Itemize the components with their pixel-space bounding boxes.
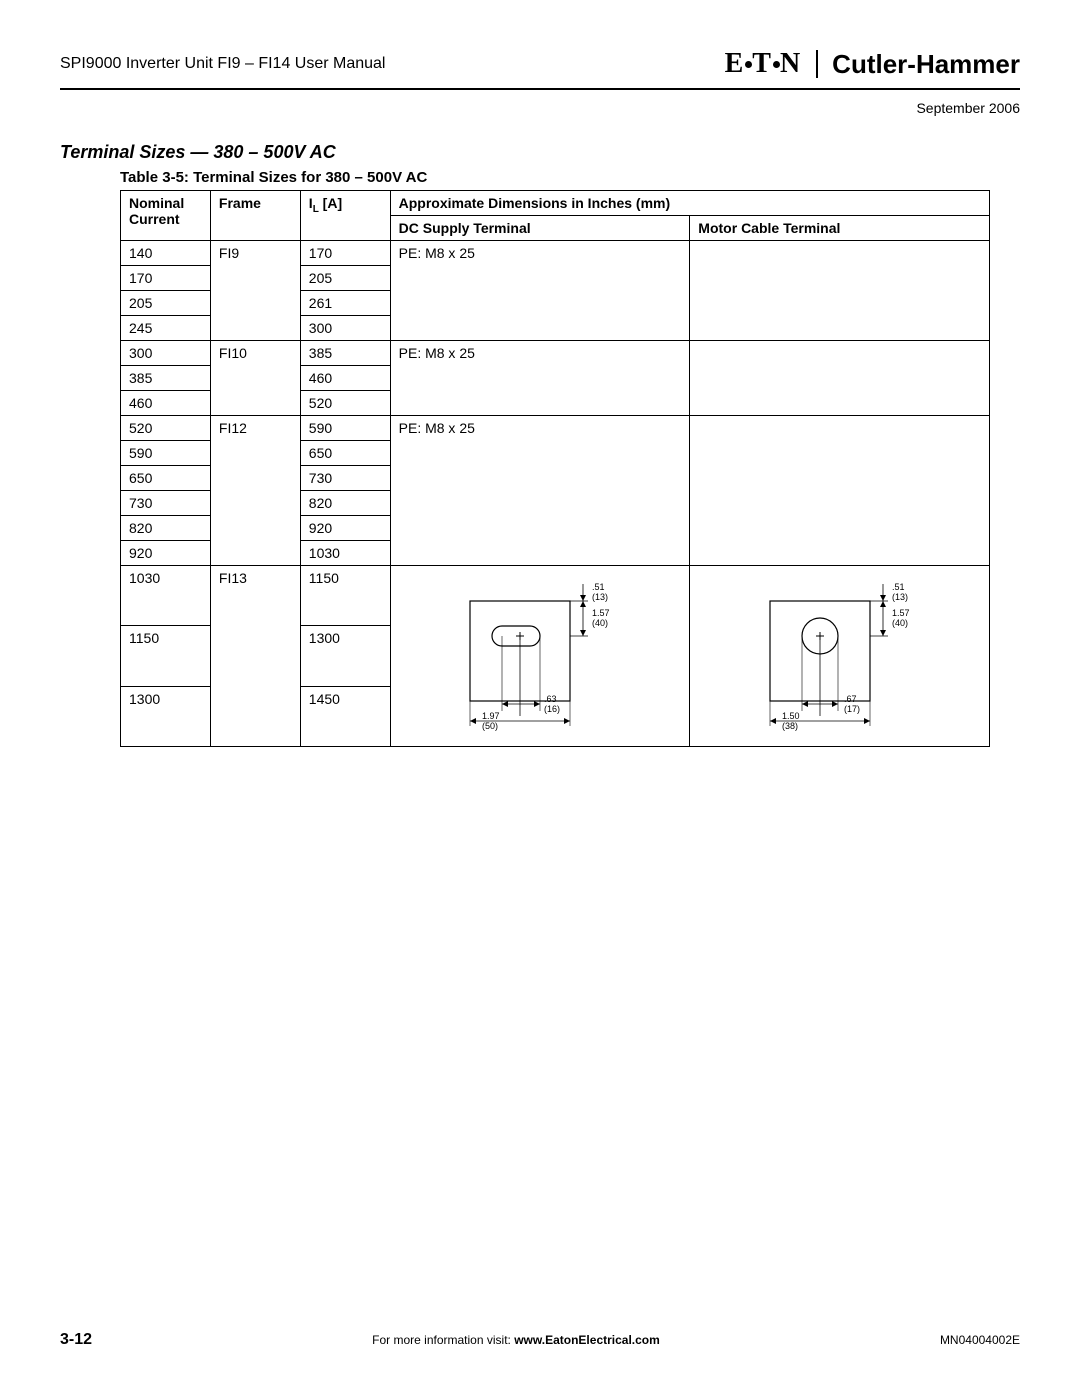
cell-nominal: 300 <box>121 341 211 366</box>
svg-text:(38): (38) <box>782 721 798 731</box>
col-il: IL [A] <box>300 191 390 241</box>
cell-il: 820 <box>300 491 390 516</box>
cell-motor <box>690 341 990 416</box>
svg-text:(40): (40) <box>592 618 608 628</box>
svg-text:1.50: 1.50 <box>782 711 800 721</box>
svg-text:.67: .67 <box>844 694 857 704</box>
svg-text:(17): (17) <box>844 704 860 714</box>
svg-text:(13): (13) <box>892 592 908 602</box>
cell-il: 590 <box>300 416 390 441</box>
svg-text:.51: .51 <box>592 582 605 592</box>
table-row: 140FI9170PE: M8 x 25 <box>121 241 990 266</box>
svg-text:(13): (13) <box>592 592 608 602</box>
cell-nominal: 170 <box>121 266 211 291</box>
cell-il: 520 <box>300 391 390 416</box>
cell-nominal: 140 <box>121 241 211 266</box>
table-caption: Table 3-5: Terminal Sizes for 380 – 500V… <box>120 169 1020 186</box>
eaton-logo: ETN <box>725 48 803 80</box>
col-nominal: Nominal Current <box>121 191 211 241</box>
svg-text:1.57: 1.57 <box>592 608 610 618</box>
cell-il: 1300 <box>300 626 390 686</box>
cell-dc: PE: M8 x 25 <box>390 241 690 341</box>
cell-nominal: 205 <box>121 291 211 316</box>
cell-nominal: 1150 <box>121 626 211 686</box>
cell-motor <box>690 241 990 341</box>
cell-nominal: 1300 <box>121 686 211 746</box>
footer-info: For more information visit: www.EatonEle… <box>372 1333 660 1347</box>
terminal-sizes-table: Nominal Current Frame IL [A] Approximate… <box>120 190 990 747</box>
cell-il: 170 <box>300 241 390 266</box>
svg-text:(16): (16) <box>544 704 560 714</box>
page-number: 3-12 <box>60 1331 92 1349</box>
cell-nominal: 920 <box>121 541 211 566</box>
cell-nominal: 460 <box>121 391 211 416</box>
section-title: Terminal Sizes — 380 – 500V AC <box>60 142 1020 163</box>
col-motor: Motor Cable Terminal <box>690 216 990 241</box>
table-row: 300FI10385PE: M8 x 25 <box>121 341 990 366</box>
page-header: SPI9000 Inverter Unit FI9 – FI14 User Ma… <box>60 48 1020 90</box>
cell-nominal: 520 <box>121 416 211 441</box>
cell-nominal: 1030 <box>121 566 211 626</box>
cell-il: 261 <box>300 291 390 316</box>
doc-number: MN04004002E <box>940 1333 1020 1347</box>
cell-frame: FI9 <box>210 241 300 341</box>
cell-nominal: 730 <box>121 491 211 516</box>
table-row: 1030FI131150 .51(13) 1.57(40) .63(16) 1.… <box>121 566 990 626</box>
cell-il: 1030 <box>300 541 390 566</box>
cell-il: 730 <box>300 466 390 491</box>
cell-nominal: 245 <box>121 316 211 341</box>
cutler-hammer-logo: Cutler-Hammer <box>832 49 1020 80</box>
cell-motor <box>690 416 990 566</box>
cell-nominal: 650 <box>121 466 211 491</box>
svg-text:1.97: 1.97 <box>482 711 500 721</box>
cell-motor-diagram: .51(13) 1.57(40) .67(17) 1.50(38) <box>690 566 990 747</box>
table-row: 520FI12590PE: M8 x 25 <box>121 416 990 441</box>
cell-frame: FI13 <box>210 566 300 747</box>
svg-text:1.57: 1.57 <box>892 608 910 618</box>
brand-divider <box>816 50 818 78</box>
svg-text:(50): (50) <box>482 721 498 731</box>
cell-il: 205 <box>300 266 390 291</box>
cell-il: 300 <box>300 316 390 341</box>
cell-il: 1450 <box>300 686 390 746</box>
page-footer: 3-12 For more information visit: www.Eat… <box>60 1331 1020 1349</box>
svg-text:.63: .63 <box>544 694 557 704</box>
col-dc: DC Supply Terminal <box>390 216 690 241</box>
cell-il: 460 <box>300 366 390 391</box>
cell-il: 1150 <box>300 566 390 626</box>
cell-nominal: 820 <box>121 516 211 541</box>
cell-dc: PE: M8 x 25 <box>390 416 690 566</box>
col-frame: Frame <box>210 191 300 241</box>
svg-text:(40): (40) <box>892 618 908 628</box>
doc-title: SPI9000 Inverter Unit FI9 – FI14 User Ma… <box>60 55 385 73</box>
col-approx: Approximate Dimensions in Inches (mm) <box>390 191 989 216</box>
issue-date: September 2006 <box>60 100 1020 116</box>
cell-dc: PE: M8 x 25 <box>390 341 690 416</box>
cell-nominal: 590 <box>121 441 211 466</box>
cell-nominal: 385 <box>121 366 211 391</box>
brand-block: ETN Cutler-Hammer <box>725 48 1020 80</box>
cell-il: 920 <box>300 516 390 541</box>
cell-dc-diagram: .51(13) 1.57(40) .63(16) 1.97(50) <box>390 566 690 747</box>
cell-il: 650 <box>300 441 390 466</box>
cell-frame: FI12 <box>210 416 300 566</box>
svg-text:.51: .51 <box>892 582 905 592</box>
cell-il: 385 <box>300 341 390 366</box>
cell-frame: FI10 <box>210 341 300 416</box>
